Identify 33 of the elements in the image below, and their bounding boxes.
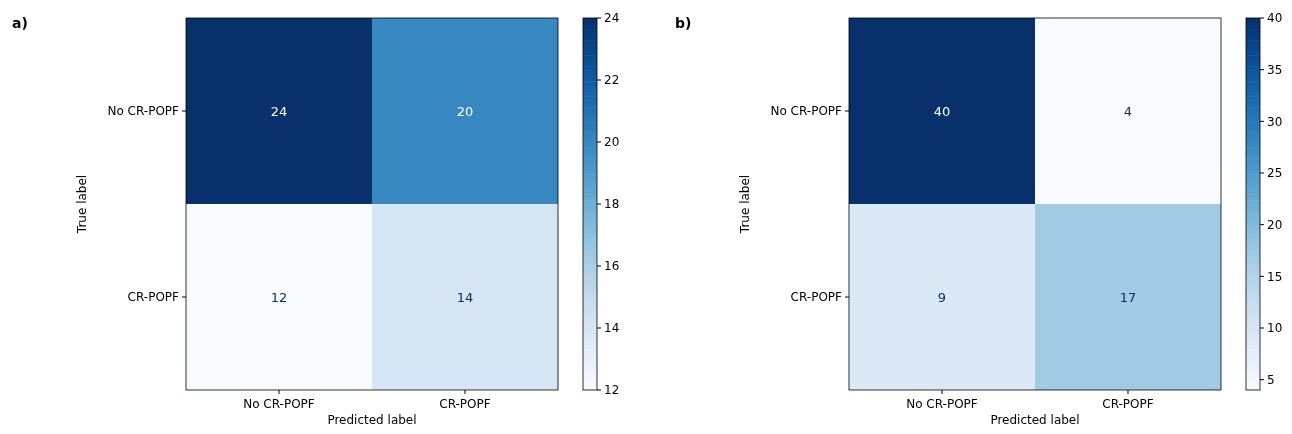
data-label: 20: [456, 103, 474, 119]
color-bar-label: 5: [1267, 372, 1275, 387]
color-bar-label: 14: [604, 321, 620, 336]
color-bar-label: 40: [1267, 11, 1283, 26]
x-tick-label: No CR-POPF: [906, 397, 978, 411]
y-axis-title: True label: [738, 174, 752, 235]
x-axis-title: Predicted label: [990, 413, 1080, 427]
color-bar-label: 10: [1267, 321, 1283, 336]
color-bar-label: 25: [1267, 166, 1283, 181]
color-bar-label: 22: [604, 73, 620, 88]
data-label: 17: [1119, 289, 1137, 305]
color-bar-label: 24: [604, 11, 620, 26]
x-tick-label: CR-POPF: [1102, 397, 1154, 411]
data-label: 4: [1123, 103, 1133, 119]
color-bar-label: 15: [1267, 269, 1283, 284]
data-label: 14: [456, 289, 474, 305]
data-label: 40: [933, 103, 951, 119]
data-label: 24: [270, 103, 288, 119]
data-label: 9: [937, 289, 947, 305]
data-label: 12: [270, 289, 288, 305]
color-bar-label: 20: [1267, 217, 1283, 232]
x-axis-title: Predicted label: [327, 413, 417, 427]
color-bar-label: 12: [604, 383, 620, 398]
color-bar-label: 18: [604, 197, 620, 212]
color-bar-label: 30: [1267, 114, 1283, 129]
text: a): [12, 15, 28, 31]
text: b): [675, 15, 692, 31]
color-bar-label: 16: [604, 259, 620, 274]
color-bar-label: 20: [604, 135, 620, 150]
color-bar-label: 35: [1267, 62, 1283, 77]
x-tick-label: CR-POPF: [439, 397, 491, 411]
y-axis-title: True label: [75, 174, 89, 235]
x-tick-label: No CR-POPF: [243, 397, 315, 411]
